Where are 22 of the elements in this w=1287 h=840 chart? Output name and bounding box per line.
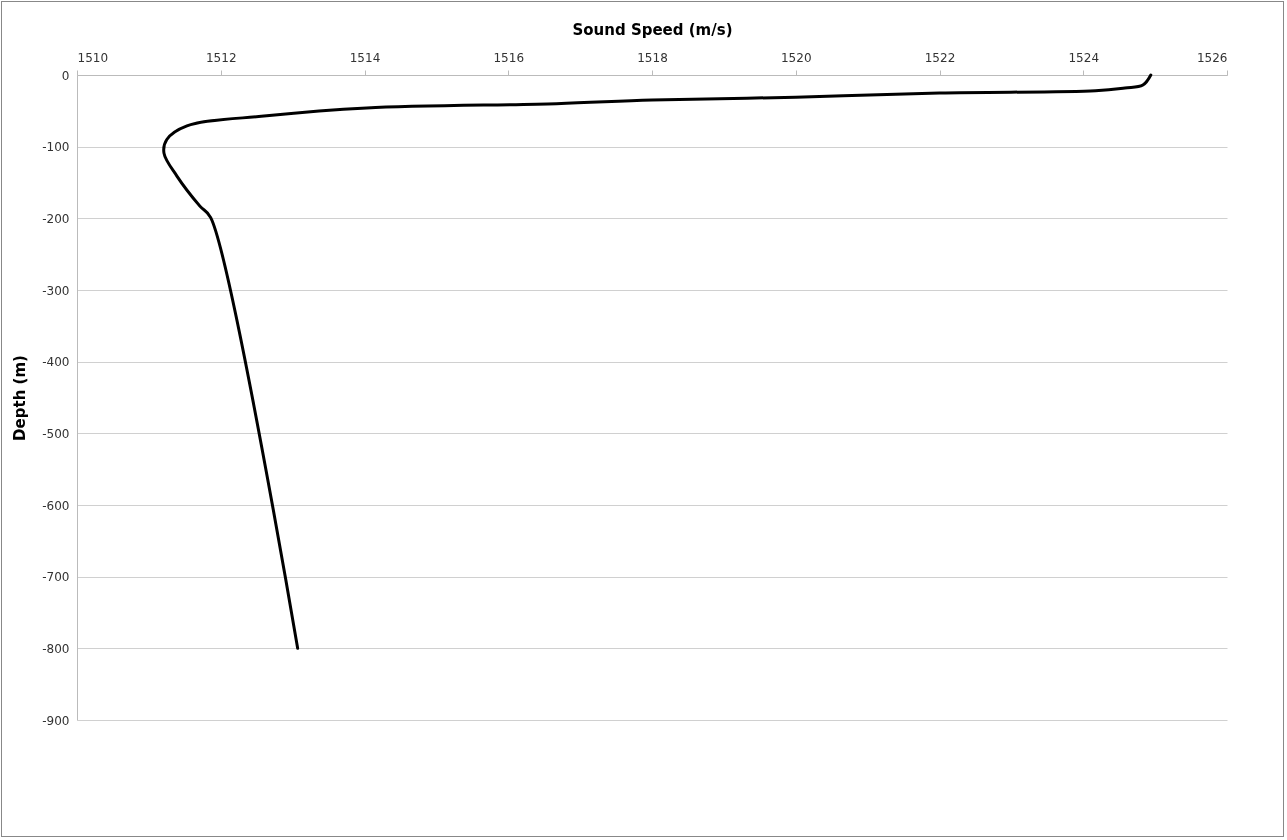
y-tick-label: 0	[61, 68, 70, 83]
x-tick-label: 1520	[780, 50, 812, 65]
y-tick-label: -100	[42, 140, 70, 155]
y-tick-label: -800	[42, 641, 70, 656]
line-series	[162, 73, 1153, 650]
y-tick-label: -600	[42, 498, 70, 513]
y-axis-title: Depth (m)	[11, 355, 30, 441]
y-tick-label: -300	[42, 283, 70, 298]
x-tick-label: 1510	[77, 50, 109, 65]
y-tick-label: -200	[42, 211, 70, 226]
y-tick-label: -500	[42, 426, 70, 441]
x-tick-label: 1524	[1068, 50, 1100, 65]
x-tick-label: 1522	[924, 50, 956, 65]
x-tick-label: 1518	[637, 50, 668, 65]
x-tick-label: 1526	[1196, 50, 1228, 65]
y-tick-label: -700	[42, 570, 70, 585]
x-tick-label: 1512	[205, 50, 237, 65]
x-axis-title: Sound Speed (m/s)	[572, 20, 733, 39]
x-tick-label: 1516	[493, 50, 525, 65]
y-tick-label: -900	[42, 713, 70, 728]
y-tick-label: -400	[42, 355, 70, 370]
x-tick-label: 1514	[349, 50, 381, 65]
